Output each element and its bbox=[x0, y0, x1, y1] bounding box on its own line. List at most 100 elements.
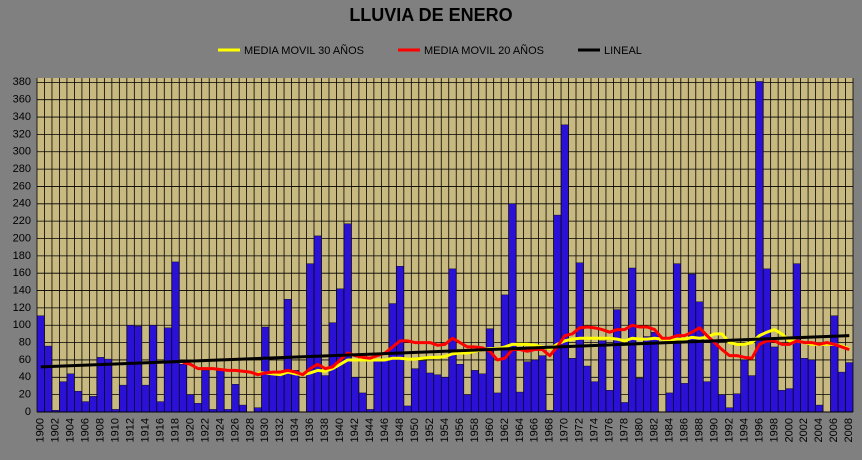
bar bbox=[36, 315, 45, 413]
y-tick-label: 380 bbox=[13, 76, 31, 88]
bar bbox=[254, 407, 262, 413]
bar bbox=[837, 371, 846, 413]
x-tick-label: 1996 bbox=[753, 418, 765, 442]
x-tick-label: 1918 bbox=[169, 418, 181, 442]
bar bbox=[493, 392, 502, 413]
bar bbox=[523, 361, 532, 413]
y-tick-label: 180 bbox=[13, 250, 31, 262]
y-tick-label: 240 bbox=[13, 198, 31, 210]
y-tick-label: 140 bbox=[13, 284, 31, 296]
bar bbox=[598, 340, 607, 413]
bar bbox=[74, 390, 82, 413]
bar bbox=[516, 391, 524, 413]
bar bbox=[620, 402, 629, 413]
bar bbox=[441, 377, 449, 413]
y-tick-label: 300 bbox=[13, 146, 31, 158]
x-tick-label: 1962 bbox=[499, 418, 511, 442]
y-tick-label: 320 bbox=[13, 128, 31, 140]
bar bbox=[283, 299, 292, 413]
x-tick-label: 1960 bbox=[484, 418, 496, 442]
bar bbox=[351, 377, 359, 413]
x-tick-label: 1900 bbox=[35, 418, 47, 442]
x-tick-label: 1998 bbox=[768, 418, 780, 442]
bar bbox=[239, 404, 247, 413]
x-tick-label: 1910 bbox=[110, 418, 122, 442]
bar bbox=[695, 301, 704, 413]
x-tick-label: 1966 bbox=[529, 418, 541, 442]
x-tick-label: 1978 bbox=[619, 418, 631, 442]
x-tick-label: 1982 bbox=[649, 418, 661, 442]
bar bbox=[89, 396, 97, 413]
legend-item: MEDIA MOVIL 30 AÑOS bbox=[218, 44, 364, 57]
x-tick-label: 1946 bbox=[379, 418, 391, 442]
x-tick-label: 1926 bbox=[229, 418, 241, 442]
bar bbox=[568, 358, 577, 413]
bar bbox=[733, 393, 741, 413]
y-tick-label: 0 bbox=[25, 406, 31, 418]
x-tick-label: 1952 bbox=[424, 418, 436, 442]
bar bbox=[126, 325, 135, 413]
x-tick-label: 1988 bbox=[693, 418, 705, 442]
bar bbox=[321, 375, 330, 413]
bar bbox=[291, 370, 300, 413]
bar bbox=[44, 345, 53, 413]
bar bbox=[538, 355, 547, 413]
bar bbox=[605, 390, 614, 413]
bar bbox=[478, 373, 487, 413]
x-tick-label: 1912 bbox=[124, 418, 136, 442]
x-tick-label: 1928 bbox=[244, 418, 256, 442]
y-tick-label: 100 bbox=[13, 319, 31, 331]
y-tick-label: 80 bbox=[19, 337, 31, 349]
x-tick-label: 1974 bbox=[589, 418, 601, 442]
bar bbox=[81, 401, 90, 413]
x-tick-label: 1950 bbox=[409, 418, 421, 442]
x-tick-label: 1914 bbox=[139, 418, 151, 442]
y-tick-label: 340 bbox=[13, 111, 31, 123]
y-tick-label: 160 bbox=[13, 267, 31, 279]
bar bbox=[583, 365, 592, 413]
bar bbox=[119, 384, 127, 413]
bar bbox=[433, 374, 442, 413]
bar bbox=[396, 266, 404, 413]
bar bbox=[815, 404, 824, 413]
bar bbox=[785, 388, 794, 413]
x-tick-label: 1906 bbox=[80, 418, 92, 442]
bar bbox=[553, 214, 562, 413]
x-tick-label: 1924 bbox=[214, 418, 226, 442]
x-tick-label: 2006 bbox=[828, 418, 840, 442]
x-tick-label: 1942 bbox=[349, 418, 361, 442]
bar bbox=[770, 346, 779, 413]
bar bbox=[710, 339, 719, 413]
bar bbox=[179, 364, 187, 413]
x-tick-label: 1908 bbox=[95, 418, 107, 442]
x-tick-label: 1990 bbox=[708, 418, 720, 442]
x-tick-label: 1930 bbox=[259, 418, 271, 442]
bar bbox=[381, 360, 389, 413]
bar bbox=[800, 358, 809, 413]
x-tick-label: 1976 bbox=[604, 418, 616, 442]
bar bbox=[171, 261, 180, 413]
x-tick-label: 1972 bbox=[574, 418, 586, 442]
bar bbox=[104, 358, 112, 413]
x-tick-label: 1956 bbox=[454, 418, 466, 442]
bar bbox=[830, 315, 839, 413]
legend-label: MEDIA MOVIL 30 AÑOS bbox=[244, 44, 364, 57]
bar bbox=[486, 328, 494, 413]
legend-item: MEDIA MOVIL 20 AÑOS bbox=[398, 44, 544, 57]
bar bbox=[718, 394, 726, 413]
x-tick-label: 2008 bbox=[843, 418, 855, 442]
bar bbox=[216, 370, 225, 413]
x-tick-label: 1984 bbox=[663, 418, 675, 442]
x-tick-label: 1954 bbox=[439, 418, 451, 442]
bar bbox=[336, 288, 344, 413]
x-tick-label: 1902 bbox=[50, 418, 62, 442]
bar bbox=[680, 383, 689, 413]
bar bbox=[456, 364, 464, 413]
x-tick-label: 2002 bbox=[798, 418, 810, 442]
x-tick-label: 1948 bbox=[394, 418, 406, 442]
x-tick-label: 1938 bbox=[319, 418, 331, 442]
bar bbox=[508, 203, 517, 413]
bar bbox=[665, 392, 674, 413]
y-tick-label: 220 bbox=[13, 215, 31, 227]
